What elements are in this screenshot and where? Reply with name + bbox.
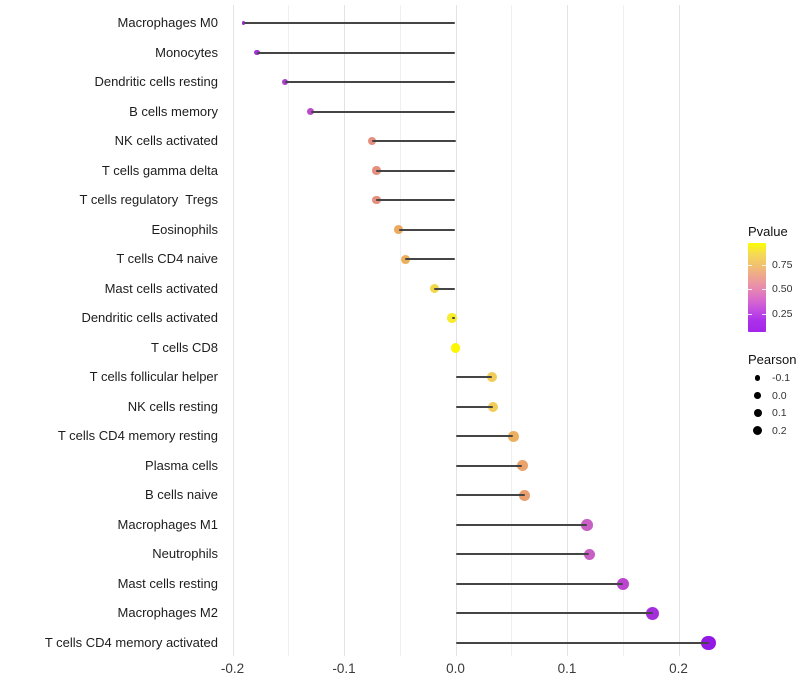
row-label: NK cells activated [114,133,218,149]
row-label: T cells CD8 [151,339,218,355]
lollipop-stem [257,51,456,54]
pearson-size-dot [753,409,762,417]
lollipop-dot [429,284,439,294]
lollipop-stem [434,287,456,290]
lollipop-dot [583,548,596,561]
lollipop-stem [455,435,514,438]
gridline-major [344,5,345,656]
row-label: Plasma cells [145,457,218,473]
x-tick-label: 0.2 [669,661,688,676]
row-label: T cells follicular helper [89,369,218,385]
gridline-major [455,5,457,656]
colorbar-tick [748,313,752,315]
lollipop-dot [517,460,528,472]
pvalue-legend-title: Pvalue [748,224,788,239]
row-label: Dendritic cells resting [94,74,218,90]
colorbar-tick [762,265,766,267]
row-label: Eosinophils [151,221,219,237]
lollipop-dot [701,635,716,651]
colorbar-tick-label: 0.25 [772,307,793,320]
lollipop-stem [376,169,456,172]
lollipop-stem [455,405,494,408]
lollipop-dot [306,107,315,116]
lollipop-dot [367,136,377,146]
pearson-size-dot [753,426,762,435]
lollipop-stem [284,81,456,84]
lollipop-stem [455,523,588,526]
row-label: Monocytes [155,44,218,60]
row-label: Mast cells resting [117,575,218,591]
pearson-size-label: -0.1 [772,372,791,384]
row-label: NK cells resting [127,398,218,414]
row-label: T cells gamma delta [101,162,218,178]
colorbar-tick [748,265,752,267]
lollipop-stem [452,317,456,320]
lollipop-stem [405,258,456,261]
gridline-minor [399,5,401,656]
gridline-minor [511,5,513,656]
pearson-size-label: 0.1 [772,407,787,419]
plot-panel [224,5,718,656]
lollipop-stem [243,22,456,24]
row-label: B cells naive [145,487,218,503]
gridline-minor [288,5,290,656]
colorbar-tick [748,289,752,291]
row-label: Mast cells activated [104,280,218,296]
colorbar-tick [762,313,766,315]
row-label: Macrophages M0 [117,15,218,30]
gridline-major [678,5,680,656]
pearson-size-dot [754,375,761,381]
colorbar-tick [762,289,766,291]
row-label: T cells CD4 memory resting [57,428,218,444]
lollipop-dot [646,606,660,620]
gridline-major [232,5,234,656]
lollipop-stem [455,376,493,379]
lollipop-stem [455,582,623,585]
row-label: T cells regulatory Tregs [79,192,218,208]
x-tick-label: -0.2 [220,661,245,676]
lollipop-dot [372,166,381,175]
lollipop-stem [398,228,456,231]
row-label: Macrophages M1 [117,516,218,532]
row-label: Dendritic cells activated [81,310,218,326]
lollipop-stem [455,641,709,644]
pvalue-colorbar [748,243,766,332]
row-label: B cells memory [129,103,218,119]
row-label: T cells CD4 memory activated [44,634,218,650]
lollipop-stem [455,612,653,615]
colorbar-tick-label: 0.75 [772,259,793,272]
gridline-major [567,5,568,656]
lollipop-stem [455,553,590,556]
lollipop-dot [488,401,499,412]
lollipop-stem [371,140,456,143]
lollipop-dot [487,372,498,383]
row-label: T cells CD4 naive [116,251,218,267]
lollipop-dot [372,195,381,205]
x-tick-label: 0.0 [446,661,465,676]
lollipop-stem [455,494,525,497]
lollipop-stem [310,110,456,113]
row-label: Macrophages M2 [117,605,218,621]
lollipop-dot [450,342,461,353]
colorbar-tick-label: 0.50 [772,283,793,296]
lollipop-dot [581,519,593,531]
lollipop-stem [455,464,523,467]
pearson-legend-title: Pearson [748,352,797,367]
x-tick-label: -0.1 [332,661,356,676]
lollipop-dot [508,431,519,442]
pearson-size-dot [754,392,761,399]
pearson-size-label: 0.2 [772,424,787,437]
pearson-size-label: 0.0 [772,389,787,402]
x-tick-label: 0.1 [557,661,577,676]
gridline-minor [622,5,624,656]
lollipop-stem [376,199,456,202]
row-label: Neutrophils [152,546,218,562]
